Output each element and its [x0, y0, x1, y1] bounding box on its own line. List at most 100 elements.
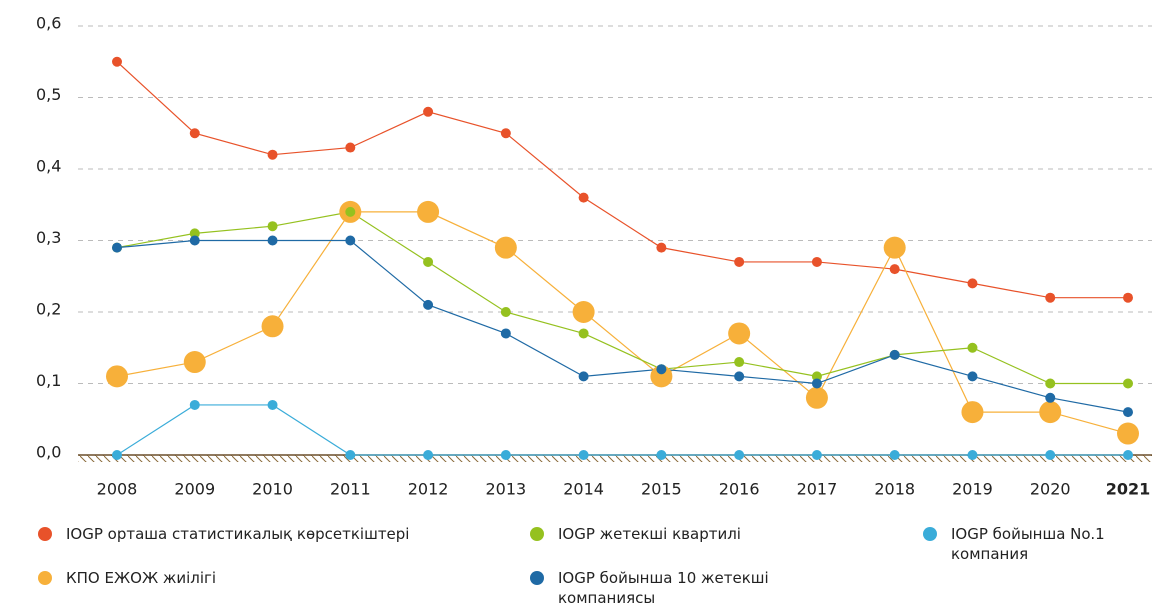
data-point: [578, 192, 589, 203]
legend-label: КПО ЕЖОЖ жиілігі: [66, 569, 217, 587]
y-tick-label: 0,0: [36, 443, 61, 462]
data-point: [494, 236, 517, 259]
data-point: [261, 315, 284, 338]
legend-swatch: [38, 571, 52, 585]
data-point: [1117, 422, 1139, 445]
data-point: [112, 242, 122, 253]
data-point: [889, 349, 900, 360]
data-point: [805, 386, 828, 409]
chart: 0,0 0,1 0,2 0,3 0,4 0,5 0,6 2008 2009 2010 2011 201…: [36, 14, 1152, 499]
legend-item: IOGP орташа статистикалық көрсеткіштері: [38, 524, 478, 544]
data-point: [417, 200, 440, 223]
data-point: [889, 450, 900, 460]
data-point: [106, 365, 128, 388]
data-point: [734, 450, 745, 460]
legend-swatch: [530, 527, 544, 541]
data-point: [423, 299, 434, 310]
legend-item: IOGP бойынша No.1 компания: [923, 524, 1123, 564]
data-point: [189, 128, 200, 139]
data-point: [967, 450, 978, 460]
data-point: [967, 278, 978, 289]
data-point: [189, 399, 200, 410]
data-point: [578, 450, 589, 460]
data-point: [267, 149, 278, 160]
legend-label: IOGP жетекші квартилі: [558, 525, 741, 543]
x-tick-label: 2018: [874, 480, 915, 499]
legend-item: КПО ЕЖОЖ жиілігі: [38, 568, 478, 588]
data-point: [811, 371, 822, 382]
data-point: [734, 357, 745, 368]
data-point: [189, 235, 200, 246]
data-point: [500, 450, 511, 460]
data-point: [345, 142, 356, 153]
data-point: [267, 235, 278, 246]
data-point: [650, 365, 673, 388]
legend-label: IOGP бойынша No.1 компания: [951, 525, 1105, 563]
series-line: [116, 61, 1128, 299]
data-point: [1045, 392, 1056, 403]
y-tick-label: 0,2: [36, 300, 61, 319]
data-point: [734, 256, 745, 267]
data-point: [1045, 378, 1056, 389]
data-point: [423, 450, 434, 460]
data-point: [656, 364, 667, 375]
data-point: [423, 106, 434, 117]
data-point: [1123, 378, 1133, 389]
x-tick-label: 2020: [1030, 480, 1071, 499]
x-tick-label: 2014: [563, 480, 604, 499]
y-tick-label: 0,1: [36, 371, 61, 390]
legend-label: IOGP орташа статистикалық көрсеткіштері: [66, 525, 410, 543]
x-tick-label: 2019: [952, 480, 993, 499]
data-point: [500, 328, 511, 339]
x-tick-label: 2010: [252, 480, 293, 499]
data-point: [811, 256, 822, 267]
x-tick-label: 2009: [174, 480, 215, 499]
y-tick-label: 0,6: [36, 14, 61, 33]
data-point: [267, 221, 278, 232]
x-tick-label: 2021: [1106, 480, 1151, 499]
data-point: [1045, 292, 1056, 303]
x-tick-label: 2015: [641, 480, 682, 499]
data-point: [500, 128, 511, 139]
y-tick-label: 0,3: [36, 228, 61, 247]
data-point: [572, 301, 595, 323]
data-point: [811, 450, 822, 460]
data-point: [1039, 401, 1062, 424]
legend-swatch: [923, 527, 937, 541]
ground-hatch: [78, 455, 1152, 462]
y-tick-label: 0,4: [36, 157, 61, 176]
data-point: [656, 242, 667, 253]
data-point: [267, 399, 278, 410]
data-point: [889, 264, 900, 275]
data-point: [1123, 450, 1133, 460]
data-point: [967, 342, 978, 353]
series-line: [116, 211, 1128, 385]
y-tick-label: 0,5: [36, 85, 61, 104]
legend-label: IOGP бойынша 10 жетекші компаниясы: [558, 569, 769, 606]
data-point: [734, 371, 745, 382]
x-tick-label: 2017: [797, 480, 838, 499]
series-line: [116, 211, 1129, 435]
data-point: [345, 206, 356, 217]
data-point: [183, 351, 206, 374]
data-point: [578, 328, 589, 339]
data-point: [112, 450, 122, 460]
x-tick-label: 2012: [408, 480, 449, 499]
series-line: [116, 404, 1128, 456]
data-point: [1123, 292, 1133, 303]
x-tick-label: 2016: [719, 480, 760, 499]
data-point: [1045, 450, 1056, 460]
data-point: [883, 236, 906, 259]
series-line: [116, 239, 1129, 413]
data-point: [189, 228, 200, 239]
legend-item: IOGP бойынша 10 жетекші компаниясы: [530, 568, 810, 606]
x-tick-label: 2008: [97, 480, 138, 499]
data-point: [967, 371, 978, 382]
legend-swatch: [38, 527, 52, 541]
data-point: [345, 450, 356, 460]
data-point: [345, 235, 356, 246]
data-point: [112, 56, 122, 67]
data-point: [728, 322, 751, 345]
data-point: [961, 401, 984, 424]
